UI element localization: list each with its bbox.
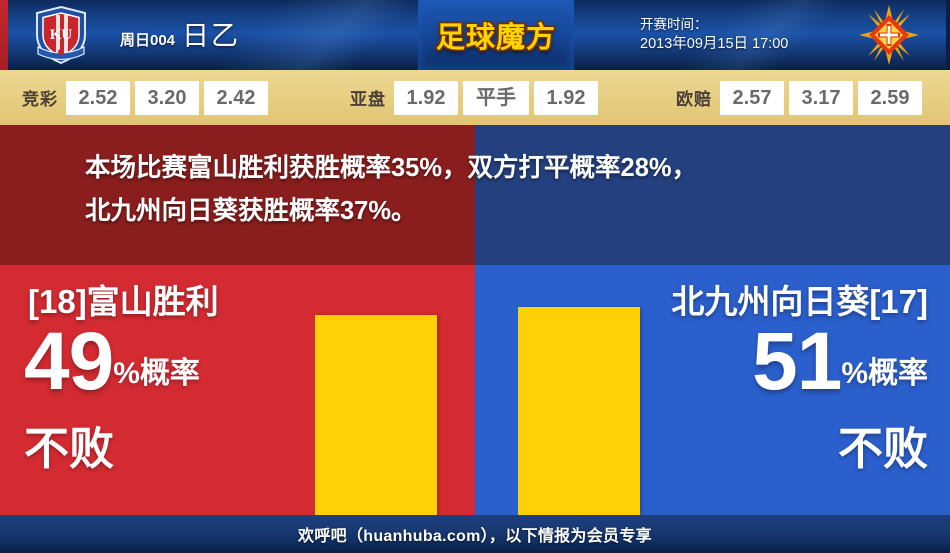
away-probability-number: 51 [752,316,842,407]
odds-group-jingcai: 竞彩 2.52 3.20 2.42 [22,80,268,115]
match-league-label: 日乙 [182,21,241,51]
home-team-panel: [18]富山胜利 49 %概率 不败 [0,265,475,515]
away-team-panel: 北九州向日葵[17] 51 %概率 不败 [475,265,950,515]
kickoff-block: 开赛时间： 2013年09月15日 17:00 [640,15,840,54]
footer-bar: 欢呼吧（huanhuba.com），以下情报为会员专享 [0,515,950,553]
odds-cell[interactable]: 平手 [463,80,529,115]
summary-text-line-1: 本场比赛富山胜利获胜概率35%，双方打平概率28%， [85,154,698,182]
home-probability-value: 49 %概率 [24,321,200,403]
odds-cell[interactable]: 1.92 [394,80,458,115]
summary-band [0,125,950,265]
brand-logo[interactable]: 足球魔方 [418,0,574,70]
match-title: 周日004 日乙 [120,14,450,53]
header-right-accent-stripe [946,0,950,70]
odds-group-label: 竞彩 [22,90,58,109]
probability-stage: 本场比赛富山胜利获胜概率35%，双方打平概率28%， 北九州向日葵获胜概率37%… [0,125,950,515]
odds-cell[interactable]: 1.92 [534,80,598,115]
away-probability-bar [518,307,640,515]
summary-band-left-half [0,125,475,265]
odds-group-oupei: 欧赔 2.57 3.17 2.59 [676,80,922,115]
odds-group-yapan: 亚盘 1.92 平手 1.92 [350,80,598,115]
odds-cell[interactable]: 2.52 [66,80,130,115]
kickoff-time: 2013年09月15日 17:00 [640,36,789,52]
away-result-label: 不败 [837,423,928,474]
odds-group-label: 亚盘 [350,90,386,109]
away-probability-value: 51 %概率 [752,321,928,403]
odds-cell[interactable]: 3.17 [789,80,853,115]
footer-text: 欢呼吧（huanhuba.com），以下情报为会员专享 [298,528,652,545]
odds-cell[interactable]: 3.20 [135,80,199,115]
home-result-label: 不败 [24,423,115,474]
svg-text:KU: KU [50,27,73,43]
away-team-crest-icon [859,5,919,65]
match-header: KU 周日004 日乙 足球魔方 开赛时间： 2013年09月15日 17:00 [0,0,950,70]
away-probability-suffix: %概率 [841,357,928,390]
home-probability-bar [315,315,437,515]
match-round-label: 周日004 [120,32,176,49]
home-probability-number: 49 [24,316,114,407]
header-left-accent-stripe [0,0,8,70]
away-team-name: 北九州向日葵[17] [671,283,928,320]
teams-band: [18]富山胜利 49 %概率 不败 北九州向日葵[17] 51 %概率 不败 [0,265,950,515]
odds-cell[interactable]: 2.59 [858,80,922,115]
summary-text: 本场比赛富山胜利获胜概率35%，双方打平概率28%， 北九州向日葵获胜概率37%… [85,147,925,233]
home-team-crest-icon: KU [32,5,90,65]
odds-cell[interactable]: 2.42 [204,80,268,115]
odds-bar: 竞彩 2.52 3.20 2.42 亚盘 1.92 平手 1.92 欧赔 2.5… [0,70,950,125]
brand-logo-text: 足球魔方 [435,22,556,54]
home-team-name: [18]富山胜利 [28,283,219,320]
summary-text-line-2: 北九州向日葵获胜概率37%。 [85,197,417,225]
home-probability-suffix: %概率 [113,357,200,390]
summary-band-right-half [475,125,950,265]
odds-group-label: 欧赔 [676,90,712,109]
odds-cell[interactable]: 2.57 [720,80,784,115]
kickoff-label: 开赛时间： [640,17,708,32]
